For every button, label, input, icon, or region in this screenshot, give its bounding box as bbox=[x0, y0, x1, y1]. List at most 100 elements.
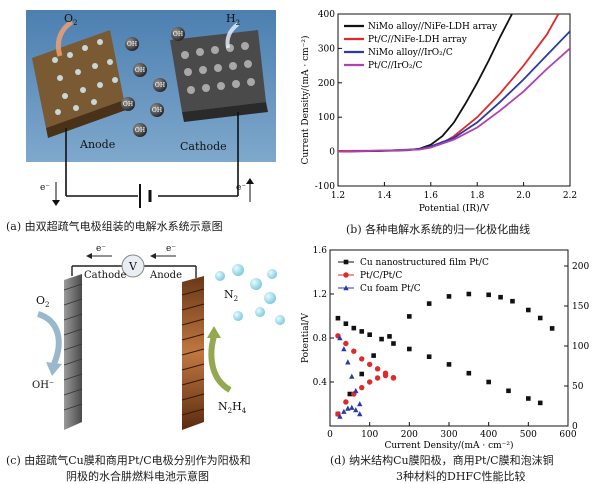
y-tick-label: 0.4 bbox=[313, 378, 328, 388]
legend-label: NiMo alloy//IrO₂/C bbox=[368, 48, 453, 58]
potential-point bbox=[391, 341, 396, 346]
power-point bbox=[426, 301, 432, 306]
potential-point bbox=[374, 366, 381, 372]
x-tick-label: 2.2 bbox=[563, 191, 577, 201]
legend-label: Cu nanostructured film Pt/C bbox=[360, 258, 489, 268]
anode-label: Anode bbox=[149, 270, 182, 281]
potential-point bbox=[506, 388, 511, 394]
electron-arrow-left: e⁻ bbox=[40, 182, 60, 206]
cathode-ptc-electrode bbox=[63, 274, 83, 430]
potential-point bbox=[426, 354, 432, 359]
oh-ion: OH bbox=[171, 27, 185, 41]
power-point bbox=[466, 291, 472, 297]
legend-label: NiMo alloy//NiFe-LDH array bbox=[368, 22, 498, 32]
power-point bbox=[371, 353, 376, 358]
svg-text:OH: OH bbox=[135, 127, 145, 134]
svg-text:OH: OH bbox=[135, 67, 145, 74]
svg-text:OH: OH bbox=[127, 41, 137, 48]
oh-label: OH⁻ bbox=[32, 380, 54, 391]
power-point bbox=[390, 375, 397, 381]
y-axis-label: Potential/V bbox=[301, 312, 311, 363]
x-tick-label: 400 bbox=[480, 430, 497, 440]
y-tick-label: 1.2 bbox=[313, 290, 327, 300]
power-point bbox=[347, 391, 353, 397]
o2-label: O2 bbox=[64, 12, 78, 27]
dhfc-performance-chart: 0 100 200 300 400 500 600 0.4 0.8 1.2 1.6 0 50 100 150… bbox=[301, 246, 589, 451]
legend-marker bbox=[343, 259, 349, 265]
oh-ion: OH bbox=[133, 63, 147, 77]
oh-ion: OH bbox=[153, 78, 167, 92]
caption-d-line2: 3种材料的DHFC性能比较 bbox=[396, 470, 526, 483]
y-axis-label: Current Density/(mA · cm⁻²) bbox=[300, 35, 311, 164]
power-point bbox=[526, 307, 531, 313]
voltmeter: V bbox=[121, 254, 145, 278]
potential-point bbox=[379, 336, 384, 342]
potential-point bbox=[351, 325, 357, 331]
h2-gas-stream bbox=[225, 22, 240, 49]
oh-ion: OH bbox=[133, 123, 147, 137]
y-tick-label: 100 bbox=[318, 113, 335, 123]
caption-c-line1: (c) 由超疏气Cu膜和商用Pt/C电极分别作为阳极和 bbox=[6, 454, 251, 467]
n2-bubbles bbox=[215, 264, 285, 325]
plot-frame bbox=[337, 13, 571, 187]
polarization-chart: 1.2 1.4 1.6 1.8 2.0 2.2 -100 0 100 200 300 400 Poten… bbox=[300, 10, 577, 214]
x-axis-label: Potential (IR)/V bbox=[419, 203, 490, 214]
legend-label: Pt/C//NiFe-LDH array bbox=[368, 35, 468, 45]
x-tick-label: 1.2 bbox=[331, 191, 345, 201]
potential-point bbox=[407, 346, 412, 352]
x-tick-label: 1.4 bbox=[377, 191, 392, 201]
legend-marker bbox=[343, 285, 349, 291]
legend-label: Cu foam Pt/C bbox=[360, 284, 421, 294]
power-point bbox=[382, 372, 389, 379]
caption-d-line1: (d) 纳米结构Cu膜阳极，商用Pt/C膜和泡沫铜 bbox=[330, 454, 554, 467]
potential-point bbox=[486, 379, 491, 385]
potential-point bbox=[335, 315, 341, 321]
o2-reduction-arrow bbox=[36, 311, 62, 366]
legend-marker bbox=[343, 272, 349, 278]
svg-text:e⁻: e⁻ bbox=[236, 183, 246, 193]
panel-d: 0 100 200 300 400 500 600 0.4 0.8 1.2 1.6 0 50 100 150… bbox=[300, 240, 606, 484]
power-point bbox=[387, 334, 392, 339]
y2-tick-label: 50 bbox=[572, 382, 584, 392]
potential-point bbox=[359, 356, 365, 362]
y-tick-label: 200 bbox=[318, 79, 335, 89]
svg-text:V: V bbox=[128, 260, 138, 273]
y2-tick-label: 150 bbox=[572, 302, 589, 312]
electrolysis-schematic: O2 H2 OH OH OH OH OH OH OH Anode Cathode… bbox=[26, 10, 276, 208]
y-tick-label: -100 bbox=[315, 182, 335, 192]
external-circuit bbox=[65, 112, 239, 208]
x-tick-label: 600 bbox=[559, 430, 576, 440]
x-tick-label: 1.8 bbox=[470, 191, 485, 201]
potential-point bbox=[466, 370, 472, 376]
external-circuit bbox=[71, 265, 197, 278]
panel-a: O2 H2 OH OH OH OH OH OH OH Anode Cathode… bbox=[0, 0, 300, 240]
cathode-electrode bbox=[170, 30, 268, 122]
potential-point bbox=[526, 396, 531, 401]
y2-tick-label: 100 bbox=[572, 342, 589, 352]
potential-point bbox=[366, 361, 373, 368]
potential-point bbox=[343, 340, 349, 347]
y2-tick-label: 200 bbox=[572, 262, 589, 272]
svg-text:e⁻: e⁻ bbox=[166, 244, 176, 254]
power-point bbox=[374, 375, 381, 381]
x-tick-label: 2.0 bbox=[516, 191, 531, 201]
y-tick-label: 300 bbox=[318, 44, 335, 54]
y-tick-label: 0 bbox=[329, 148, 335, 158]
legend-label: Pt/C//IrO₂/C bbox=[368, 61, 423, 71]
o2-label: O2 bbox=[36, 294, 50, 309]
o2-gas-stream bbox=[55, 19, 74, 57]
potential-point bbox=[337, 335, 343, 341]
panel-c: V e⁻ e⁻ Cathode Anode O2 OH⁻ N2 N2H4 ( bbox=[0, 240, 300, 484]
power-point bbox=[549, 326, 555, 331]
y2-tick-label: 0 bbox=[572, 422, 578, 432]
n2h4-label: N2H4 bbox=[218, 400, 247, 415]
oh-ion: OH bbox=[150, 103, 164, 117]
electron-arrow-right: e⁻ bbox=[150, 244, 176, 259]
oh-ions: OH OH OH OH OH OH OH bbox=[121, 27, 185, 137]
potential-point bbox=[349, 373, 355, 379]
x-tick-label: 1.6 bbox=[424, 191, 439, 201]
cathode-label: Cathode bbox=[84, 270, 126, 281]
electron-arrow-right: e⁻ bbox=[236, 178, 254, 202]
x-tick-label: 300 bbox=[440, 430, 457, 440]
svg-text:OH: OH bbox=[173, 31, 183, 38]
